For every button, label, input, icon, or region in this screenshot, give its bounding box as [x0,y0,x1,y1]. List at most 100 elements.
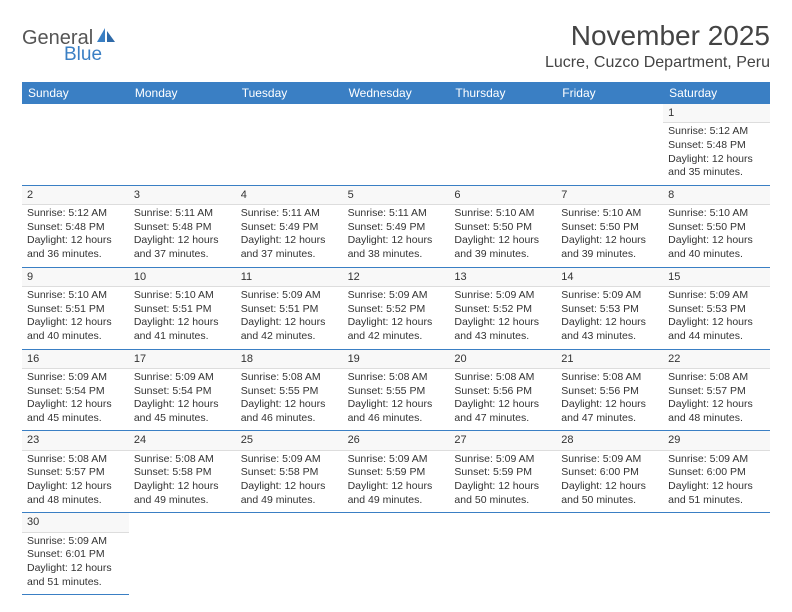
day-number: 21 [556,350,663,369]
calendar-cell: 9Sunrise: 5:10 AMSunset: 5:51 PMDaylight… [22,268,129,350]
calendar-cell: 14Sunrise: 5:09 AMSunset: 5:53 PMDayligh… [556,268,663,350]
sunrise-text: Sunrise: 5:08 AM [561,371,658,385]
calendar-cell-blank [556,513,663,595]
calendar-cell-blank [343,513,450,595]
daylight-text: Daylight: 12 hours and 49 minutes. [348,480,445,507]
sunset-text: Sunset: 5:52 PM [348,303,445,317]
daylight-text: Daylight: 12 hours and 48 minutes. [668,398,765,425]
day-number: 29 [663,431,770,450]
sunrise-text: Sunrise: 5:09 AM [348,289,445,303]
daylight-text: Daylight: 12 hours and 51 minutes. [668,480,765,507]
day-number: 2 [22,186,129,205]
daylight-text: Daylight: 12 hours and 39 minutes. [454,234,551,261]
daylight-text: Daylight: 12 hours and 40 minutes. [668,234,765,261]
sunset-text: Sunset: 5:50 PM [668,221,765,235]
daylight-text: Daylight: 12 hours and 48 minutes. [27,480,124,507]
sunrise-text: Sunrise: 5:08 AM [241,371,338,385]
sunset-text: Sunset: 5:51 PM [241,303,338,317]
sunrise-text: Sunrise: 5:09 AM [27,535,124,549]
sunset-text: Sunset: 6:00 PM [561,466,658,480]
calendar-cell: 6Sunrise: 5:10 AMSunset: 5:50 PMDaylight… [449,186,556,268]
day-number: 30 [22,513,129,532]
sunset-text: Sunset: 5:52 PM [454,303,551,317]
weekday-header: Wednesday [343,82,450,104]
calendar-cell: 1Sunrise: 5:12 AMSunset: 5:48 PMDaylight… [663,104,770,186]
day-number: 9 [22,268,129,287]
page-header: General Blue November 2025 Lucre, Cuzco … [22,20,770,72]
calendar-header-row: Sunday Monday Tuesday Wednesday Thursday… [22,82,770,104]
calendar-cell: 26 Sunrise: 5:09 AMSunset: 5:59 PMDayligh… [343,431,450,513]
sunset-text: Sunset: 5:48 PM [668,139,765,153]
sunrise-text: Sunrise: 5:09 AM [454,453,551,467]
sunrise-text: Sunrise: 5:09 AM [561,453,658,467]
location-text: Lucre, Cuzco Department, Peru [545,54,770,72]
sunrise-text: Sunrise: 5:08 AM [134,453,231,467]
sunrise-text: Sunrise: 5:08 AM [668,371,765,385]
sunrise-text: Sunrise: 5:11 AM [241,207,338,221]
daylight-text: Daylight: 12 hours and 43 minutes. [561,316,658,343]
daylight-text: Daylight: 12 hours and 49 minutes. [241,480,338,507]
sunset-text: Sunset: 5:50 PM [561,221,658,235]
day-number: 26 [343,431,450,450]
sunrise-text: Sunrise: 5:10 AM [668,207,765,221]
sunset-text: Sunset: 5:58 PM [134,466,231,480]
day-number: 15 [663,268,770,287]
calendar-cell-blank [556,104,663,186]
month-title: November 2025 [545,20,770,52]
sunset-text: Sunset: 5:59 PM [348,466,445,480]
sunrise-text: Sunrise: 5:12 AM [27,207,124,221]
sunrise-text: Sunrise: 5:12 AM [668,125,765,139]
day-number: 23 [22,431,129,450]
calendar-cell: 13Sunrise: 5:09 AMSunset: 5:52 PMDayligh… [449,268,556,350]
sunrise-text: Sunrise: 5:10 AM [454,207,551,221]
calendar-cell: 21Sunrise: 5:08 AMSunset: 5:56 PMDayligh… [556,350,663,432]
calendar-cell: 25Sunrise: 5:09 AMSunset: 5:58 PMDayligh… [236,431,343,513]
day-number: 3 [129,186,236,205]
sunset-text: Sunset: 5:57 PM [27,466,124,480]
day-number: 18 [236,350,343,369]
calendar-cell: 8 Sunrise: 5:10 AMSunset: 5:50 PMDaylight… [663,186,770,268]
calendar-cell: 18Sunrise: 5:08 AMSunset: 5:55 PMDayligh… [236,350,343,432]
day-number: 13 [449,268,556,287]
calendar-cell: 16Sunrise: 5:09 AMSunset: 5:54 PMDayligh… [22,350,129,432]
daylight-text: Daylight: 12 hours and 50 minutes. [454,480,551,507]
calendar-cell: 15 Sunrise: 5:09 AMSunset: 5:53 PMDayligh… [663,268,770,350]
day-number: 28 [556,431,663,450]
sunset-text: Sunset: 5:58 PM [241,466,338,480]
sunset-text: Sunset: 5:55 PM [241,385,338,399]
calendar-body: 1Sunrise: 5:12 AMSunset: 5:48 PMDaylight… [22,104,770,595]
weekday-header: Sunday [22,82,129,104]
day-number: 4 [236,186,343,205]
daylight-text: Daylight: 12 hours and 49 minutes. [134,480,231,507]
calendar-cell-blank [663,513,770,595]
sunrise-text: Sunrise: 5:11 AM [348,207,445,221]
sunrise-text: Sunrise: 5:09 AM [454,289,551,303]
title-block: November 2025 Lucre, Cuzco Department, P… [545,20,770,72]
day-number: 22 [663,350,770,369]
day-number: 8 [663,186,770,205]
sunset-text: Sunset: 5:56 PM [561,385,658,399]
daylight-text: Daylight: 12 hours and 36 minutes. [27,234,124,261]
daylight-text: Daylight: 12 hours and 35 minutes. [668,153,765,180]
daylight-text: Daylight: 12 hours and 41 minutes. [134,316,231,343]
calendar-cell: 4Sunrise: 5:11 AMSunset: 5:49 PMDaylight… [236,186,343,268]
calendar-cell: 11Sunrise: 5:09 AMSunset: 5:51 PMDayligh… [236,268,343,350]
sunset-text: Sunset: 5:53 PM [668,303,765,317]
sunset-text: Sunset: 5:51 PM [27,303,124,317]
daylight-text: Daylight: 12 hours and 51 minutes. [27,562,124,589]
calendar-cell: 12Sunrise: 5:09 AMSunset: 5:52 PMDayligh… [343,268,450,350]
day-number: 24 [129,431,236,450]
calendar-cell: 30Sunrise: 5:09 AMSunset: 6:01 PMDayligh… [22,513,129,595]
logo: General Blue [22,26,117,66]
weekday-header: Saturday [663,82,770,104]
weekday-header: Friday [556,82,663,104]
calendar-cell-blank [449,104,556,186]
calendar-cell: 19Sunrise: 5:08 AMSunset: 5:55 PMDayligh… [343,350,450,432]
calendar-cell-blank [22,104,129,186]
sunset-text: Sunset: 5:49 PM [241,221,338,235]
sunrise-text: Sunrise: 5:09 AM [348,453,445,467]
sunrise-text: Sunrise: 5:09 AM [668,289,765,303]
calendar-cell: 7Sunrise: 5:10 AMSunset: 5:50 PMDaylight… [556,186,663,268]
daylight-text: Daylight: 12 hours and 44 minutes. [668,316,765,343]
day-number: 12 [343,268,450,287]
